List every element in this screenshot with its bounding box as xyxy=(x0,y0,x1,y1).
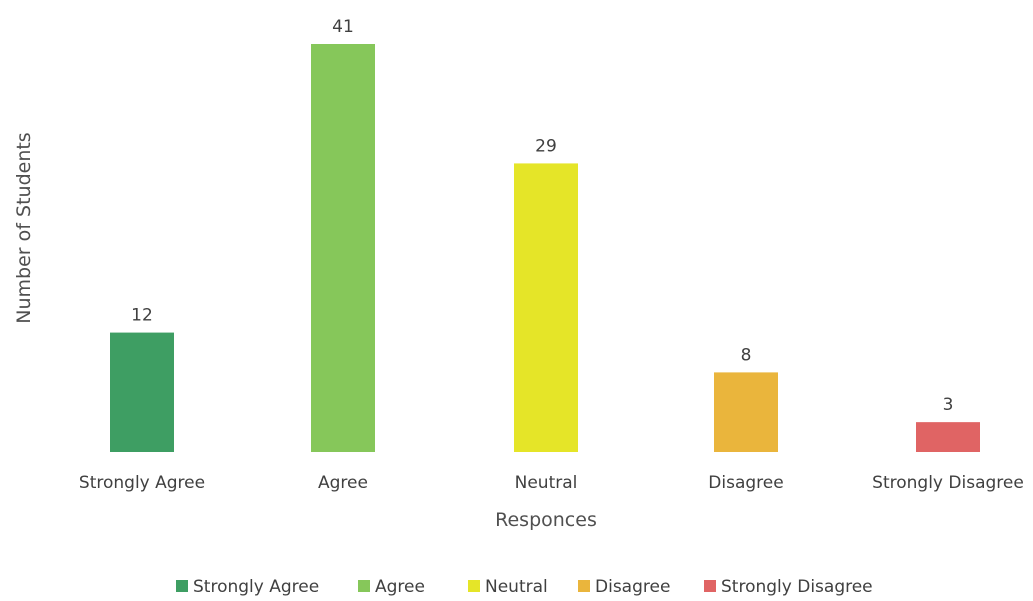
legend-swatch-strongly-disagree xyxy=(704,580,716,592)
legend-swatch-neutral xyxy=(468,580,480,592)
value-label-neutral: 29 xyxy=(535,136,557,156)
x-tick-label-strongly-disagree: Strongly Disagree xyxy=(872,473,1024,493)
bar-neutral xyxy=(514,163,578,453)
value-labels-group: 12 41 29 8 3 xyxy=(131,17,953,415)
legend-label-strongly-agree: Strongly Agree xyxy=(193,577,319,597)
bar-disagree xyxy=(714,372,778,452)
x-tick-label-agree: Agree xyxy=(318,473,368,493)
value-label-strongly-agree: 12 xyxy=(131,306,153,326)
bar-strongly-disagree xyxy=(916,422,980,452)
legend-label-strongly-disagree: Strongly Disagree xyxy=(721,577,873,597)
legend-label-disagree: Disagree xyxy=(595,577,670,597)
x-tick-label-strongly-agree: Strongly Agree xyxy=(79,473,205,493)
legend: Strongly Agree Agree Neutral Disagree Strong… xyxy=(176,577,873,597)
x-axis-title: Responces xyxy=(495,509,597,531)
value-label-disagree: 8 xyxy=(741,345,752,365)
legend-swatch-strongly-agree xyxy=(176,580,188,592)
legend-label-neutral: Neutral xyxy=(485,577,548,597)
legend-swatch-disagree xyxy=(578,580,590,592)
x-tick-label-disagree: Disagree xyxy=(708,473,783,493)
value-label-agree: 41 xyxy=(332,17,354,37)
value-label-strongly-disagree: 3 xyxy=(943,395,954,415)
bar-strongly-agree xyxy=(110,332,174,452)
y-axis-title: Number of Students xyxy=(13,132,35,323)
legend-label-agree: Agree xyxy=(375,577,425,597)
legend-swatch-agree xyxy=(358,580,370,592)
x-tick-labels-group: Strongly Agree Agree Neutral Disagree Strong… xyxy=(79,473,1024,493)
bars-group xyxy=(110,44,980,453)
x-tick-label-neutral: Neutral xyxy=(515,473,578,493)
bar-agree xyxy=(311,44,375,452)
